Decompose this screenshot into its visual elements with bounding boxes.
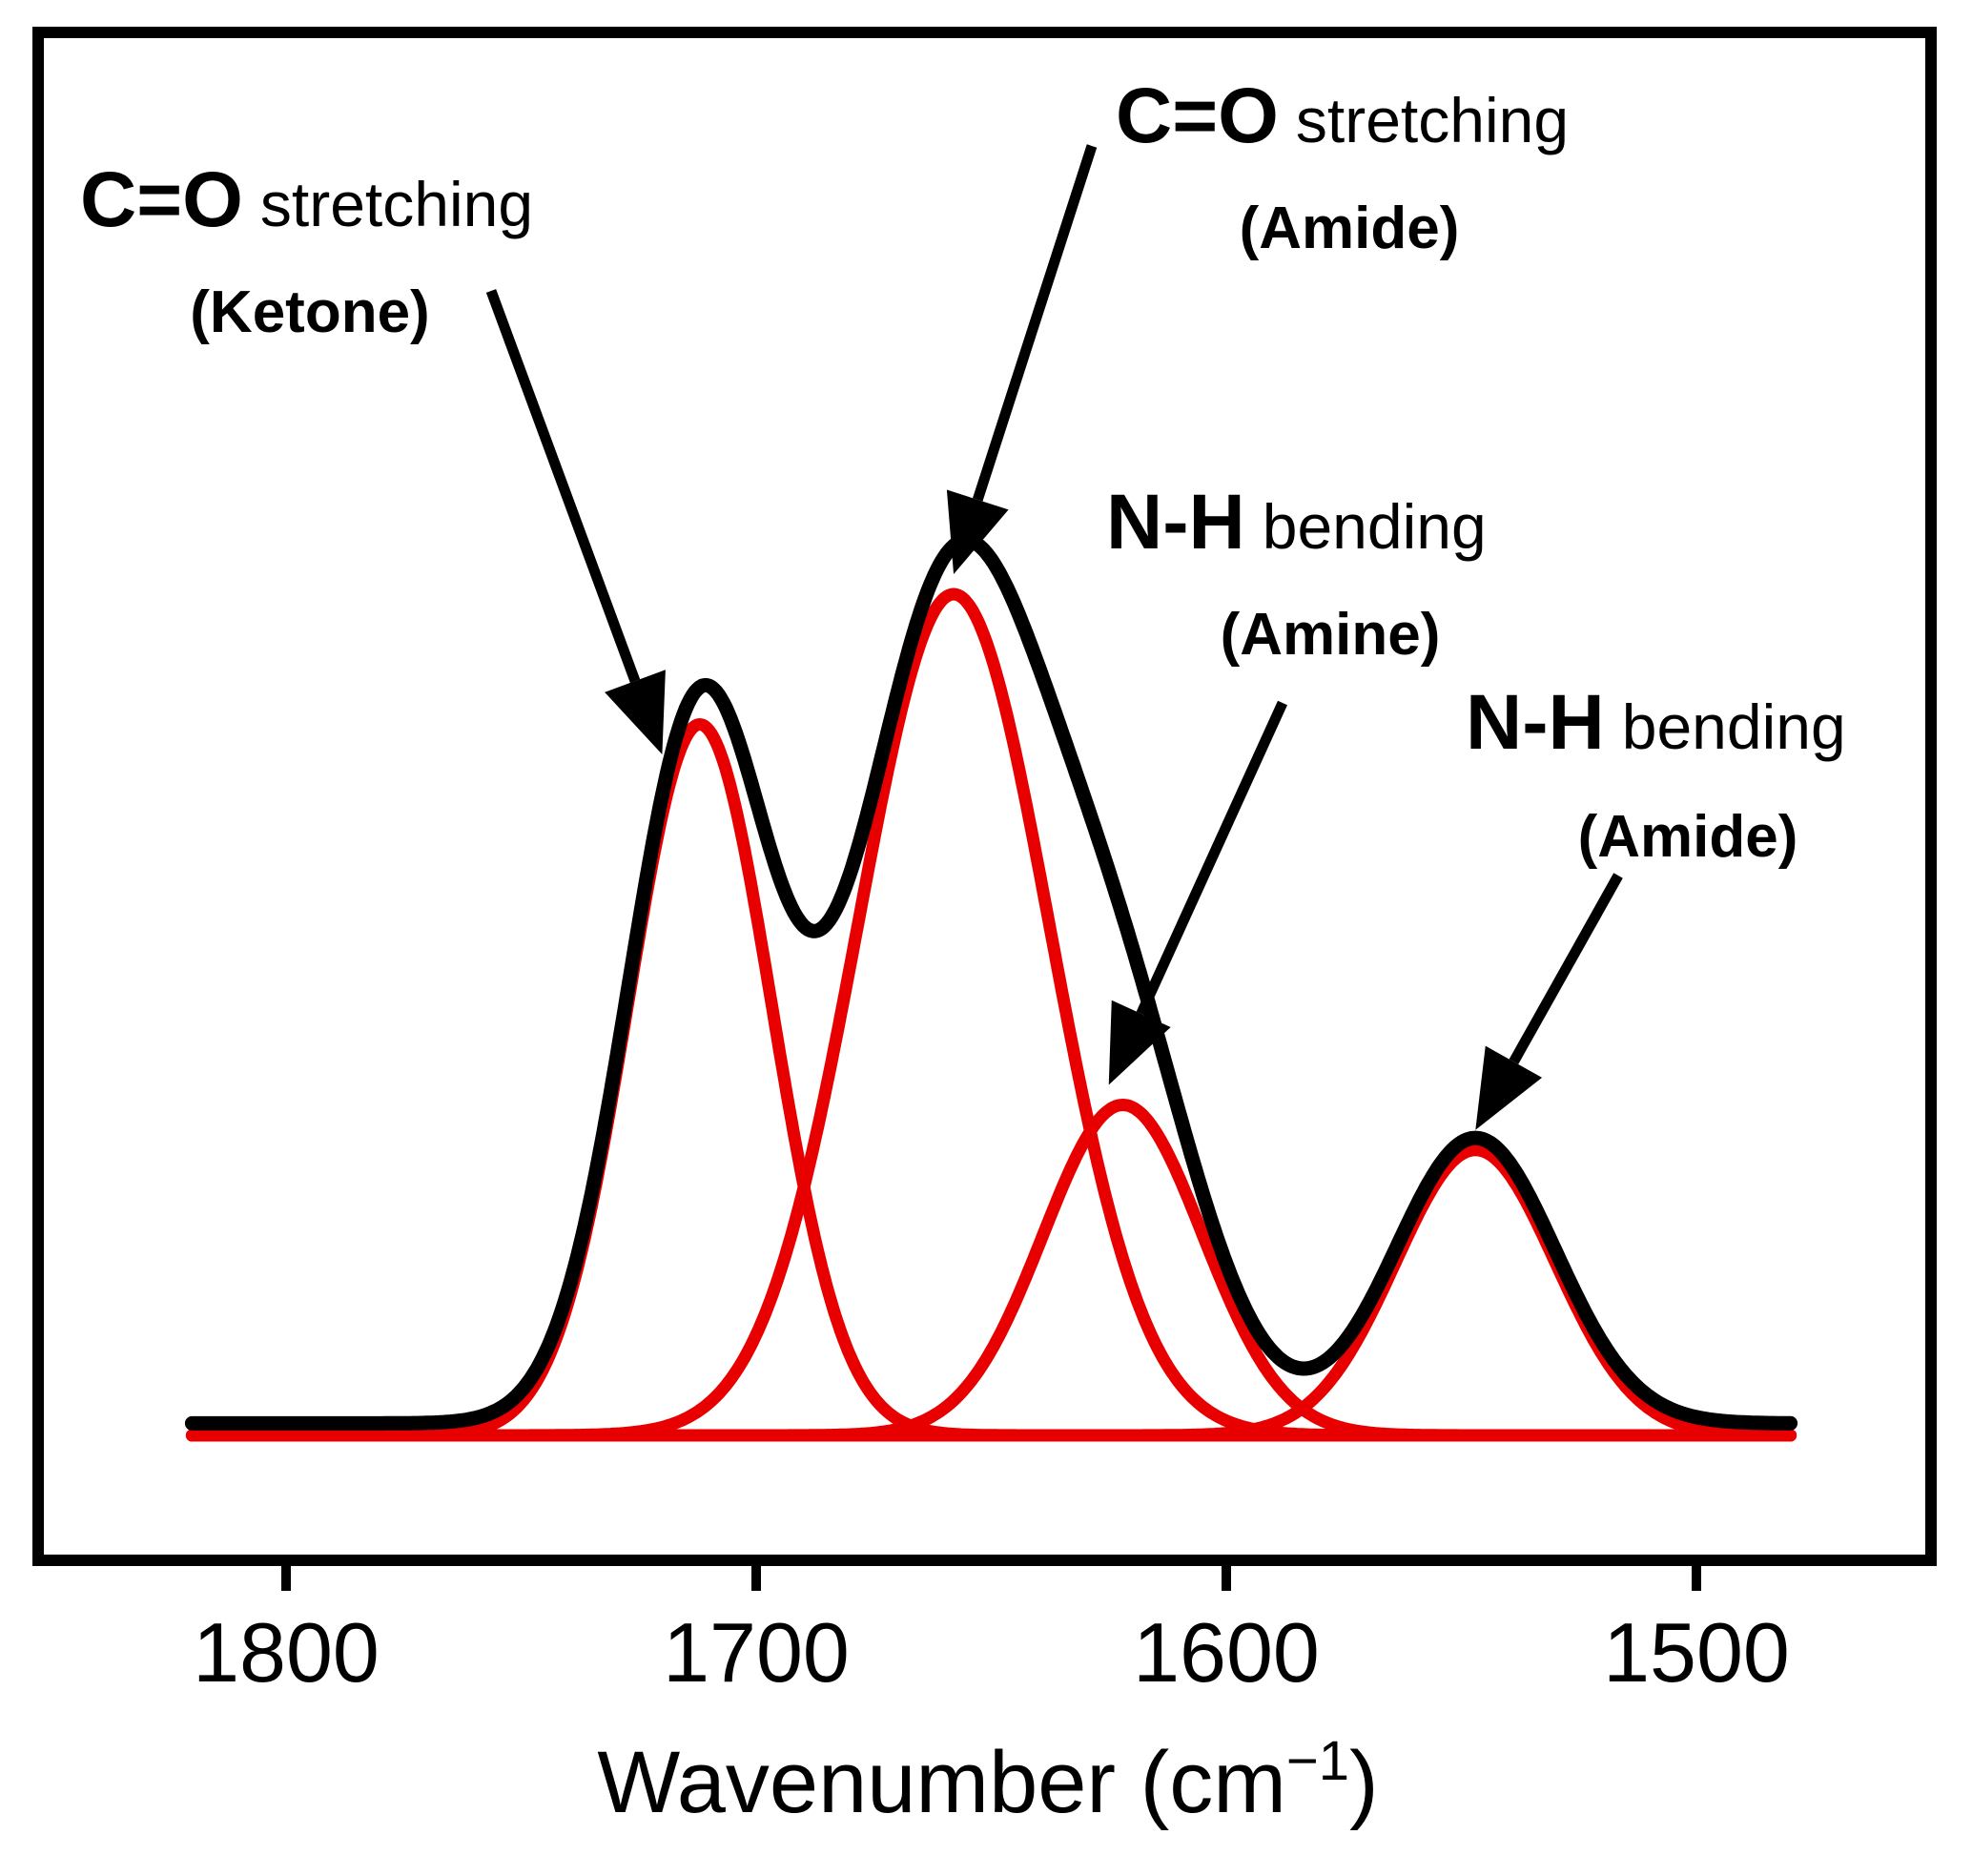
x-tick-label-1700: 1700 [663, 1605, 850, 1700]
annotation-1: C=O stretching (Ketone) [80, 156, 666, 754]
summed-spectrum [184, 533, 1798, 1431]
peak-annotations: C=O stretching (Ketone) C=O stretching (Amide… [80, 72, 1846, 1130]
arrow-shaft-3 [1136, 700, 1288, 1017]
plot-frame [32, 27, 1937, 1566]
component-peak-1 [185, 718, 1797, 1442]
arrow-shaft-1 [485, 289, 641, 683]
x-axis-ticks [281, 1560, 1701, 1591]
x-tick-label-1600: 1600 [1133, 1605, 1320, 1700]
annotation-sublabel-4: (Amide) [1578, 804, 1798, 870]
x-axis-title: Wavenumber (cm−1) [597, 1730, 1378, 1831]
component-peak-4 [185, 1144, 1797, 1442]
annotation-label-2: C=O stretching [1116, 72, 1569, 159]
arrow-head-1 [605, 670, 666, 754]
arrow-head-4 [1475, 1045, 1543, 1130]
annotation-sublabel-3: (Amine) [1221, 602, 1441, 668]
annotation-3: N-H bending (Amine) [1106, 479, 1487, 1085]
annotation-sublabel-2: (Amide) [1240, 196, 1460, 261]
x-tick-label-1800: 1800 [193, 1605, 380, 1700]
arrow-head-3 [1108, 1000, 1171, 1085]
arrow-shaft-4 [1509, 873, 1623, 1064]
arrow-head-2 [946, 489, 1009, 574]
component-peak-3 [185, 1099, 1797, 1442]
annotation-2: C=O stretching (Amide) [946, 72, 1569, 574]
annotation-sublabel-1: (Ketone) [190, 279, 429, 345]
annotation-label-3: N-H bending [1106, 479, 1487, 566]
annotation-label-1: C=O stretching [80, 156, 533, 243]
x-tick-label-1500: 1500 [1603, 1605, 1790, 1700]
annotation-label-4: N-H bending [1466, 679, 1846, 766]
x-axis-tick-labels: 1800 1700 1600 1500 [193, 1605, 1790, 1700]
summed-spectrum-line [184, 533, 1798, 1431]
annotation-4: N-H bending (Amide) [1466, 679, 1846, 1130]
arrow-shaft-2 [973, 144, 1098, 502]
